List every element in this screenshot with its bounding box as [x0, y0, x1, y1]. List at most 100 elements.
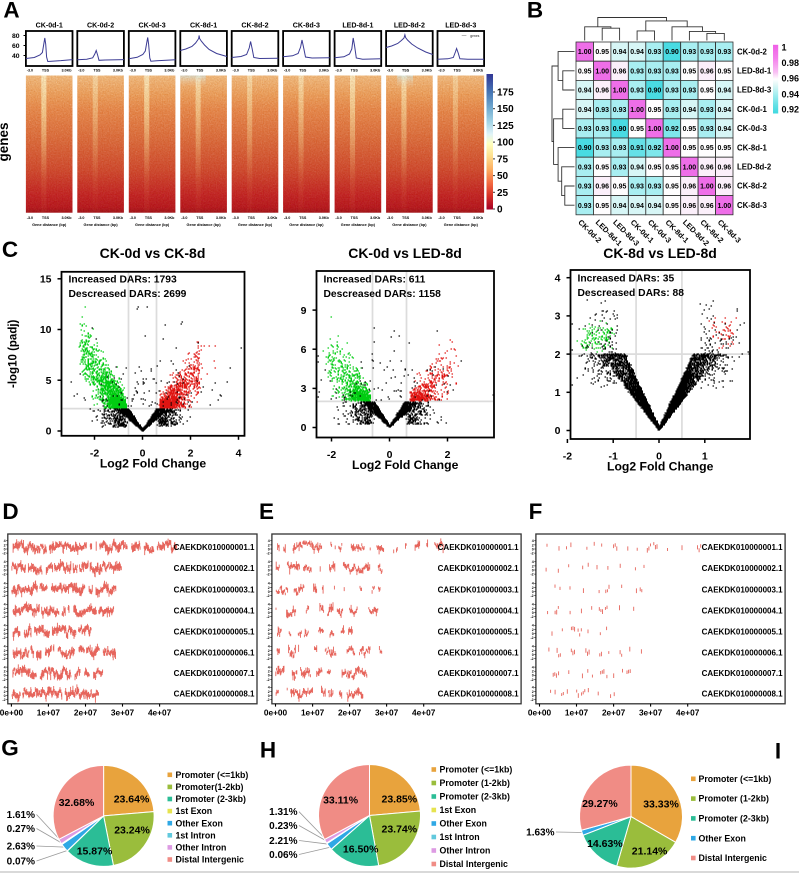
svg-text:0.95: 0.95: [700, 145, 714, 152]
svg-text:1.00: 1.00: [578, 49, 592, 56]
svg-text:0.06%: 0.06%: [269, 850, 297, 861]
svg-text:CAEKDK010000008.1: CAEKDK010000008.1: [702, 689, 783, 698]
svg-text:-1: -1: [609, 451, 618, 463]
svg-text:0.93: 0.93: [683, 49, 697, 56]
svg-text:0: 0: [4, 568, 6, 572]
svg-text:E: E: [259, 499, 274, 524]
svg-text:1.31%: 1.31%: [269, 807, 297, 818]
svg-text:0.91: 0.91: [630, 145, 644, 152]
svg-text:TSS: TSS: [402, 216, 410, 220]
svg-text:CAEKDK010000003.1: CAEKDK010000003.1: [702, 585, 783, 594]
svg-text:4: 4: [4, 645, 6, 649]
svg-text:0.93: 0.93: [700, 126, 714, 133]
svg-text:-2: -2: [530, 594, 533, 598]
svg-text:-2: -2: [2, 678, 5, 682]
svg-text:CAEKDK010000001.1: CAEKDK010000001.1: [174, 543, 255, 552]
svg-text:0.93: 0.93: [683, 88, 697, 95]
svg-text:0.96: 0.96: [613, 68, 627, 75]
svg-text:Other Exon: Other Exon: [176, 818, 223, 828]
svg-text:-2: -2: [266, 594, 269, 598]
svg-text:4: 4: [4, 686, 6, 690]
svg-text:50: 50: [497, 171, 509, 182]
svg-text:0.96: 0.96: [782, 74, 799, 84]
svg-text:0: 0: [4, 674, 6, 678]
svg-text:29.27%: 29.27%: [582, 798, 618, 810]
svg-text:LED-8d-3: LED-8d-3: [737, 86, 772, 95]
svg-text:1e+07: 1e+07: [37, 707, 61, 717]
svg-text:9: 9: [301, 305, 307, 317]
svg-text:0.94: 0.94: [648, 203, 662, 210]
svg-text:-2: -2: [266, 657, 269, 661]
svg-text:2: 2: [268, 628, 270, 632]
svg-text:33.33%: 33.33%: [643, 799, 679, 811]
svg-text:10: 10: [40, 324, 52, 336]
svg-text:Promoter (1-2kb): Promoter (1-2kb): [440, 778, 510, 788]
svg-text:0.94: 0.94: [683, 107, 697, 114]
svg-text:-2: -2: [266, 678, 269, 682]
svg-text:CAEKDK010000007.1: CAEKDK010000007.1: [174, 669, 255, 678]
svg-text:Gene distance (bp): Gene distance (bp): [444, 223, 479, 227]
svg-text:TSS: TSS: [248, 69, 256, 73]
svg-text:1st Exon: 1st Exon: [176, 806, 213, 816]
svg-text:0.96: 0.96: [700, 164, 714, 171]
svg-text:Descreased DARs: 1158: Descreased DARs: 1158: [324, 289, 442, 300]
svg-text:3e+07: 3e+07: [111, 707, 135, 717]
svg-text:5: 5: [46, 375, 52, 387]
svg-text:0.93: 0.93: [595, 107, 609, 114]
svg-text:CAEKDK010000004.1: CAEKDK010000004.1: [702, 606, 783, 615]
svg-text:23.74%: 23.74%: [381, 824, 417, 836]
svg-text:2: 2: [268, 543, 270, 547]
svg-text:-3.0: -3.0: [438, 69, 444, 73]
svg-text:4: 4: [4, 624, 6, 628]
svg-text:2: 2: [4, 670, 6, 674]
svg-text:TSS: TSS: [299, 69, 307, 73]
svg-text:-2: -2: [2, 615, 5, 619]
svg-text:2: 2: [532, 649, 534, 653]
svg-text:Promoter (2-3kb): Promoter (2-3kb): [699, 814, 769, 824]
svg-text:2: 2: [4, 543, 6, 547]
svg-text:2: 2: [532, 607, 534, 611]
svg-text:1.00: 1.00: [613, 88, 627, 95]
svg-text:0: 0: [497, 205, 503, 216]
svg-text:0.93: 0.93: [648, 184, 662, 191]
svg-text:-2: -2: [266, 698, 269, 702]
svg-text:CK-8d-3: CK-8d-3: [293, 21, 320, 29]
svg-text:-2: -2: [266, 552, 269, 556]
svg-text:3.0Kb: 3.0Kb: [473, 216, 484, 220]
svg-text:0: 0: [4, 632, 6, 636]
svg-text:1.00: 1.00: [717, 203, 731, 210]
svg-text:0: 0: [268, 611, 270, 615]
svg-text:4: 4: [4, 539, 6, 543]
svg-text:4: 4: [268, 686, 270, 690]
svg-text:-3.0: -3.0: [387, 216, 393, 220]
svg-text:0: 0: [140, 447, 146, 459]
svg-text:14.63%: 14.63%: [587, 838, 623, 850]
svg-text:CK-0d-2: CK-0d-2: [737, 47, 768, 56]
svg-text:0.95: 0.95: [683, 68, 697, 75]
svg-text:4: 4: [268, 582, 270, 586]
svg-text:25: 25: [497, 188, 509, 199]
svg-text:0.93: 0.93: [613, 164, 627, 171]
svg-text:Increased DARs: 1793: Increased DARs: 1793: [69, 275, 177, 286]
svg-text:CK-0d vs LED-8d: CK-0d vs LED-8d: [348, 245, 462, 261]
svg-text:TSS: TSS: [454, 69, 462, 73]
svg-text:0.93: 0.93: [665, 107, 679, 114]
svg-text:2: 2: [532, 564, 534, 568]
svg-text:0.94: 0.94: [782, 90, 799, 100]
svg-text:CAEKDK010000002.1: CAEKDK010000002.1: [702, 564, 783, 573]
svg-text:-3.0: -3.0: [233, 216, 239, 220]
svg-text:2: 2: [268, 586, 270, 590]
svg-text:0.96: 0.96: [717, 184, 731, 191]
svg-text:CAEKDK010000007.1: CAEKDK010000007.1: [438, 669, 519, 678]
svg-text:0.07%: 0.07%: [7, 857, 35, 868]
svg-text:3.0Kb: 3.0Kb: [319, 69, 330, 73]
svg-text:TSS: TSS: [402, 69, 410, 73]
svg-text:3.0Kb: 3.0Kb: [61, 216, 72, 220]
svg-text:-2: -2: [2, 594, 5, 598]
svg-text:4e+07: 4e+07: [412, 707, 436, 717]
svg-text:15.87%: 15.87%: [77, 846, 113, 858]
svg-text:CAEKDK010000004.1: CAEKDK010000004.1: [438, 606, 519, 615]
svg-text:3e+07: 3e+07: [375, 707, 399, 717]
svg-text:-2: -2: [266, 615, 269, 619]
svg-text:CAEKDK010000003.1: CAEKDK010000003.1: [438, 585, 519, 594]
